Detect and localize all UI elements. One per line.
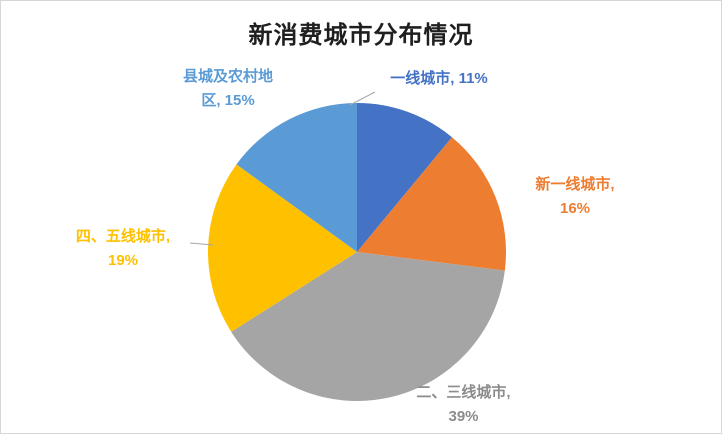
label-new-tier1-line1: 新一线城市, (535, 176, 615, 193)
label-tier1-line1: 一线城市, 11% (390, 70, 488, 87)
label-county-line1: 县城及农村地 (182, 68, 273, 85)
label-tier1: 一线城市, 11% (369, 67, 509, 91)
chart-title: 新消费城市分布情况 (248, 22, 474, 49)
pie-slice-1 (357, 103, 452, 252)
label-tier23: 二、三线城市, 39% (396, 381, 531, 429)
label-tier23-line2: 39% (448, 408, 479, 425)
pie-slice-2 (357, 137, 507, 271)
label-county: 县城及农村地 区, 15% (163, 65, 293, 113)
pie-slice-3 (231, 252, 505, 402)
label-tier23-line1: 二、三线城市, (416, 384, 511, 401)
pie-slice-4 (208, 164, 357, 332)
leader-line-2 (189, 242, 214, 246)
leader-line-1 (349, 91, 376, 106)
label-tier45-line2: 19% (107, 252, 139, 269)
label-new-tier1: 新一线城市, 16% (511, 173, 639, 221)
pie-slice-5 (236, 103, 357, 252)
label-tier45: 四、五线城市, 19% (58, 225, 188, 273)
label-county-line2: 区, 15% (201, 92, 255, 109)
label-new-tier1-line2: 16% (559, 200, 591, 217)
label-tier45-line1: 四、五线城市, (75, 228, 171, 245)
